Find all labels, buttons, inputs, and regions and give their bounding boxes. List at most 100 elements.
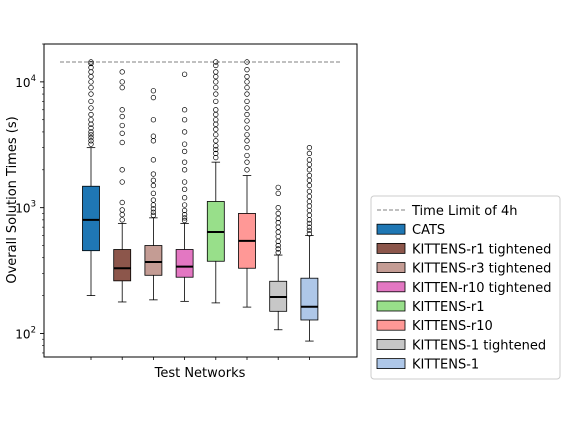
outlier-point [88,132,94,138]
outlier-point [213,121,219,127]
outlier-point [244,105,250,111]
outlier-point [150,202,157,208]
iqr-box [300,277,319,321]
outlier-point [306,231,313,237]
outlier-point [150,212,157,218]
outlier-point [306,193,313,200]
outlier-point [213,126,219,132]
box-kittens-1 [300,144,319,342]
legend-swatch [376,319,406,331]
outlier-point [306,217,313,223]
outlier-point [88,129,94,135]
outlier-point [213,117,219,123]
outlier-point [306,224,313,230]
outlier-point [88,79,94,85]
outlier-point [306,227,313,234]
outlier-point [88,91,94,97]
outlier-point [181,71,188,77]
outlier-point [150,177,157,183]
outlier-point [306,188,313,194]
outlier-point [244,74,250,80]
outlier-point [275,210,281,217]
iqr-box [113,249,132,282]
outlier-point [306,150,313,157]
outlier-point [244,91,250,97]
outlier-point [119,107,125,113]
y-tick-label: 103 [15,200,36,216]
outlier-point [275,246,281,252]
legend-swatch [376,262,406,274]
outlier-point [181,212,188,218]
outlier-point [213,111,219,118]
y-tick-label-base: 10 [15,202,30,216]
outlier-point [244,125,250,131]
outlier-point [306,177,313,183]
outlier-point [244,84,250,91]
outlier-point [213,98,219,105]
outlier-point [119,199,125,206]
outlier-point [213,154,219,161]
legend-swatch [376,223,406,235]
outlier-point [88,60,94,67]
outlier-point [244,118,250,124]
outlier-point [150,133,157,139]
outlier-point [306,157,313,163]
legend-swatch [376,338,406,350]
y-tick-label: 102 [15,325,36,341]
outlier-point [275,242,281,249]
outlier-point [150,171,157,177]
iqr-box [175,249,194,278]
outlier-point [244,111,250,118]
y-tick-label-base: 10 [15,327,30,341]
outlier-point [119,130,125,136]
outlier-point [181,117,188,123]
outlier-point [181,195,188,201]
outlier-point [244,132,250,138]
legend-swatch [376,281,406,293]
outlier-point [181,207,188,214]
outlier-point [213,132,219,138]
outlier-point [88,117,94,123]
outlier-point [181,217,188,224]
outlier-point [306,207,313,214]
outlier-point [88,105,94,111]
box-kittens-r3-tightened [144,88,163,301]
outlier-point [306,172,313,179]
outlier-point [181,107,188,113]
outlier-point [150,209,157,215]
box-kitten-r10-tightened [175,71,194,302]
legend-label: KITTENS-1 [412,358,479,373]
outlier-point [244,144,250,151]
outlier-point [213,146,219,153]
box-kittens-r10 [238,59,256,308]
outlier-point [88,84,94,91]
box-kittens-r1-tightened [113,69,132,303]
outlier-point [119,167,125,173]
legend-label: KITTENS-1 tightened [412,338,546,353]
legend-label-time-limit: Time Limit of 4h [411,204,517,219]
outlier-point [244,59,250,65]
legend-label: KITTENS-r3 tightened [412,262,551,277]
outlier-point [244,98,250,105]
y-tick-label-exponent: 4 [31,74,36,84]
outlier-point [244,67,250,73]
outlier-point [244,138,250,144]
y-axis-label: Overall Solution Times (s) [5,116,20,283]
legend-swatch [376,242,406,254]
outlier-point [306,220,313,227]
outlier-point [119,139,125,146]
outlier-point [244,79,250,85]
legend-label: KITTENS-r1 tightened [412,242,551,257]
outlier-point [213,150,219,157]
outlier-point [119,113,125,120]
box-cats [82,59,100,296]
outlier-point [306,167,313,173]
outlier-point [213,62,219,69]
outlier-point [213,107,219,113]
outlier-point [275,215,281,222]
outlier-point [306,161,313,168]
outlier-point [181,129,188,135]
box-kittens-r1 [206,59,225,304]
